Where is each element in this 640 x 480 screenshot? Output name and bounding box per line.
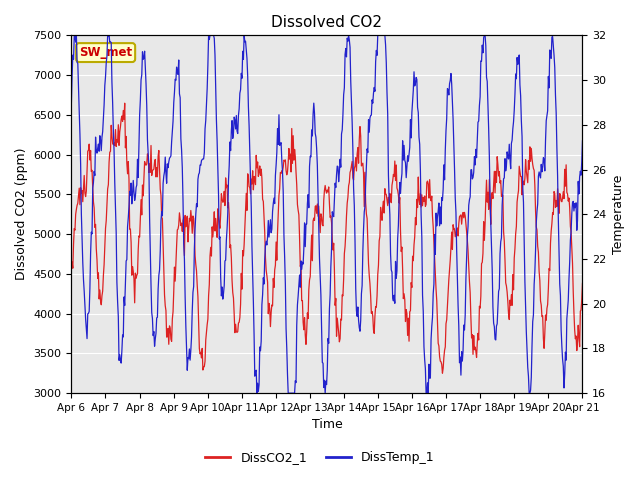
DissCO2_1 [182,224,189,229]
DissTemp_1 [209,33,217,38]
DissCO2_1 [209,234,217,240]
DissTemp_1 [253,390,260,396]
DissTemp_1 [71,33,79,38]
DissCO2_1 [77,185,84,191]
X-axis label: Time: Time [312,419,342,432]
DissCO2_1 [579,280,586,286]
DissCO2_1 [130,276,138,282]
DissCO2_1 [438,371,446,376]
DissCO2_1 [121,100,129,106]
Y-axis label: Dissolved CO2 (ppm): Dissolved CO2 (ppm) [15,148,28,280]
DissCO2_1 [68,266,76,272]
DissTemp_1 [77,211,85,216]
DissTemp_1 [182,324,189,329]
DissTemp_1 [405,151,413,157]
DissCO2_1 [404,315,412,321]
DissTemp_1 [130,189,138,195]
DissTemp_1 [390,292,398,298]
Line: DissTemp_1: DissTemp_1 [72,36,582,393]
DissCO2_1 [390,171,397,177]
Title: Dissolved CO2: Dissolved CO2 [271,15,383,30]
DissTemp_1 [68,100,76,106]
Legend: DissCO2_1, DissTemp_1: DissCO2_1, DissTemp_1 [200,446,440,469]
DissTemp_1 [579,138,586,144]
Y-axis label: Temperature: Temperature [612,175,625,254]
Text: SW_met: SW_met [79,46,132,59]
Line: DissCO2_1: DissCO2_1 [72,103,582,373]
